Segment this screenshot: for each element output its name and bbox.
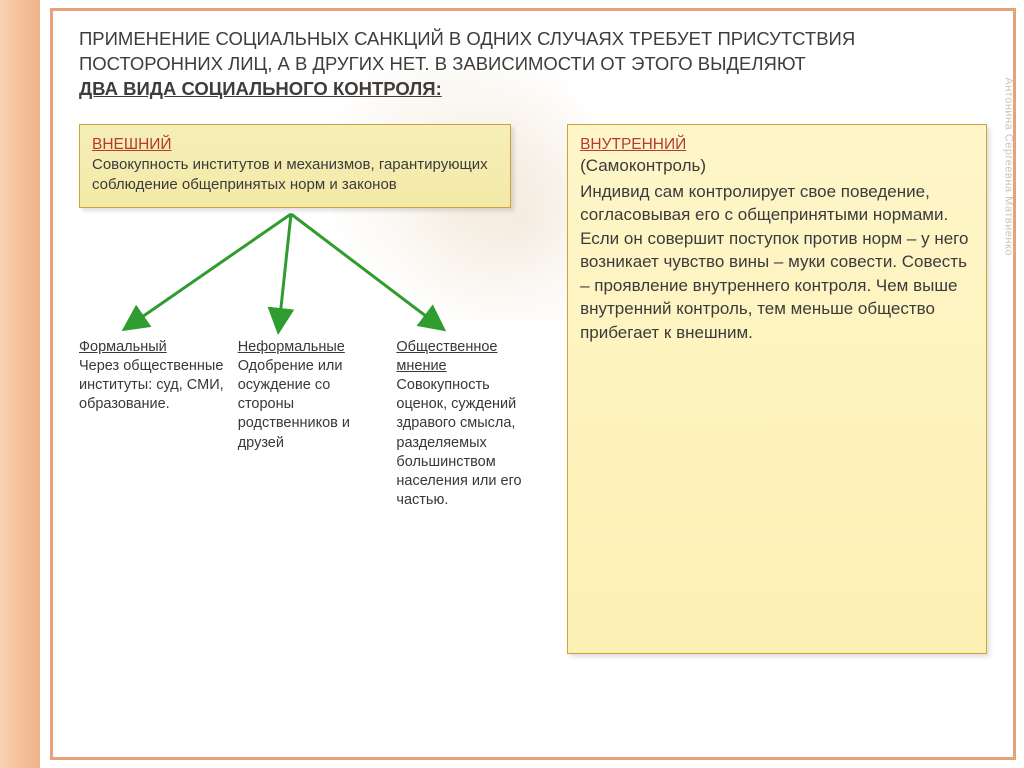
branch-informal-head: Неформальные	[238, 339, 345, 355]
side-strip	[0, 0, 40, 768]
branch-formal-body: Через общественные институты: суд, СМИ, …	[79, 358, 224, 412]
branch-formal: Формальный Через общественные институты:…	[79, 338, 226, 510]
external-box: ВНЕШНИЙ Совокупность институтов и механи…	[79, 124, 511, 208]
branch-opinion: Общественное мнение Совокупность оценок,…	[396, 338, 543, 510]
internal-body: Индивид сам контролирует свое поведение,…	[580, 180, 974, 344]
branch-informal-body: Одобрение или осуждение со стороны родст…	[238, 358, 350, 451]
external-column: ВНЕШНИЙ Совокупность институтов и механи…	[79, 124, 543, 654]
title-text-1: ПРИМЕНЕНИЕ СОЦИАЛЬНЫХ САНКЦИЙ В ОДНИХ СЛ…	[79, 28, 855, 74]
branch-columns: Формальный Через общественные институты:…	[79, 338, 543, 510]
branch-opinion-head: Общественное мнение	[396, 339, 497, 374]
slide-title: ПРИМЕНЕНИЕ СОЦИАЛЬНЫХ САНКЦИЙ В ОДНИХ СЛ…	[79, 27, 987, 102]
internal-column: ВНУТРЕННИЙ (Самоконтроль) Индивид сам ко…	[567, 124, 987, 654]
author-watermark: Антонина Сергеевна Матвиенко	[1003, 77, 1015, 256]
branch-formal-head: Формальный	[79, 339, 167, 355]
external-body: Совокупность институтов и механизмов, га…	[92, 156, 488, 193]
internal-sub: (Самоконтроль)	[580, 156, 706, 175]
internal-head: ВНУТРЕННИЙ	[580, 136, 686, 153]
slide-frame: ПРИМЕНЕНИЕ СОЦИАЛЬНЫХ САНКЦИЙ В ОДНИХ СЛ…	[50, 8, 1016, 760]
title-text-2: ДВА ВИДА СОЦИАЛЬНОГО КОНТРОЛЯ:	[79, 78, 442, 99]
arrow-diagram	[79, 208, 543, 338]
two-columns: ВНЕШНИЙ Совокупность институтов и механи…	[79, 124, 987, 654]
branch-opinion-body: Совокупность оценок, суждений здравого с…	[396, 377, 521, 508]
external-head: ВНЕШНИЙ	[92, 136, 172, 153]
branch-arrows-icon	[79, 208, 519, 338]
branch-informal: Неформальные Одобрение или осуждение со …	[238, 338, 385, 510]
slide-content: ПРИМЕНЕНИЕ СОЦИАЛЬНЫХ САНКЦИЙ В ОДНИХ СЛ…	[53, 11, 1013, 757]
internal-box: ВНУТРЕННИЙ (Самоконтроль) Индивид сам ко…	[567, 124, 987, 654]
